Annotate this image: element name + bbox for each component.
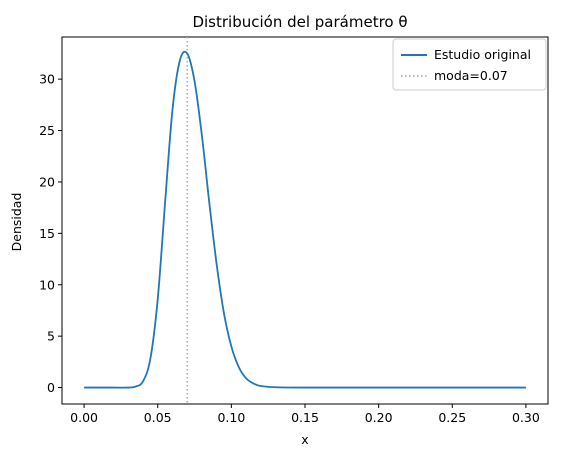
legend-box — [392, 38, 547, 91]
y-tick-label: 20 — [39, 174, 55, 189]
y-axis: 0 5 10 15 20 25 30 — [39, 72, 62, 395]
x-tick-label: 0.20 — [365, 410, 393, 425]
x-tick-label: 0.30 — [512, 410, 540, 425]
legend-label-moda: moda=0.07 — [434, 68, 508, 83]
y-tick-label: 5 — [47, 329, 55, 344]
y-tick-label: 0 — [47, 380, 55, 395]
legend-label-estudio-original: Estudio original — [434, 47, 531, 62]
plot-area — [61, 36, 549, 405]
x-tick-label: 0.15 — [291, 410, 319, 425]
x-axis-label: x — [301, 432, 308, 447]
y-axis-label: Densidad — [9, 193, 24, 252]
x-tick-label: 0.25 — [438, 410, 466, 425]
y-tick-label: 10 — [39, 277, 55, 292]
legend: Estudio original moda=0.07 — [392, 38, 547, 91]
x-tick-label: 0.00 — [70, 410, 98, 425]
chart-title: Distribución del parámetro θ — [192, 13, 407, 31]
plot-border — [61, 36, 549, 405]
x-tick-label: 0.05 — [144, 410, 172, 425]
y-tick-label: 25 — [39, 123, 55, 138]
x-axis: 0.00 0.05 0.10 0.15 0.20 0.25 0.30 — [70, 404, 540, 425]
y-tick-label: 15 — [39, 226, 55, 241]
series-layer — [84, 37, 526, 404]
series-line-estudio-original — [84, 50, 526, 389]
y-tick-label: 30 — [39, 72, 55, 87]
x-tick-label: 0.10 — [217, 410, 245, 425]
